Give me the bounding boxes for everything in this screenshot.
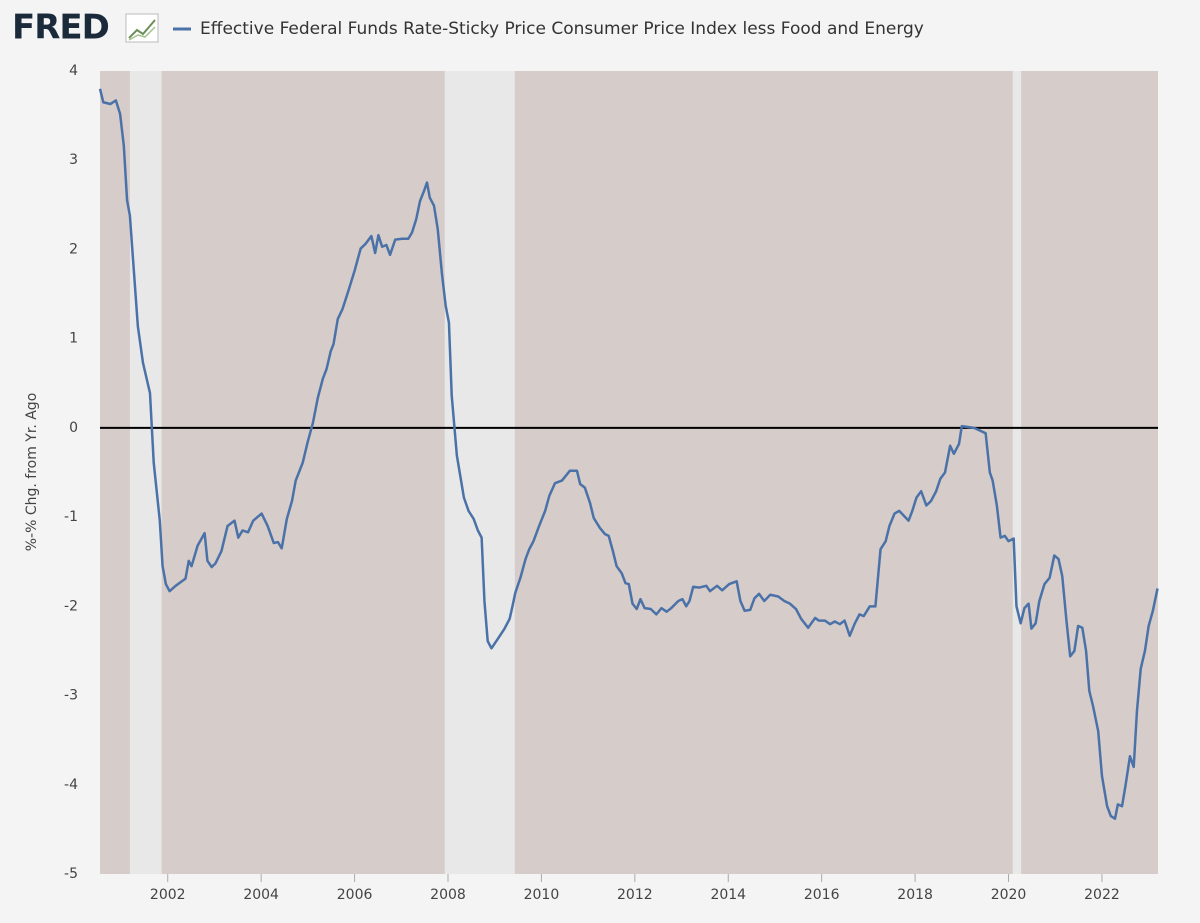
recession-band — [1012, 71, 1022, 874]
x-tick-label: 2002 — [150, 887, 186, 903]
x-tick-label: 2014 — [710, 887, 746, 903]
x-tick-label: 2006 — [337, 887, 373, 903]
x-tick-label: 2022 — [1084, 887, 1120, 903]
x-tick-label: 2004 — [243, 887, 279, 903]
y-tick-label: -5 — [64, 866, 78, 882]
y-tick-label: 3 — [69, 152, 78, 168]
y-tick-label: -3 — [64, 688, 78, 704]
x-tick-label: 2020 — [991, 887, 1027, 903]
y-tick-label: 4 — [69, 63, 78, 79]
x-tick-label: 2010 — [524, 887, 560, 903]
y-tick-label: -2 — [64, 598, 78, 614]
plot-area — [100, 71, 1158, 874]
x-tick-label: 2018 — [897, 887, 933, 903]
x-tick-label: 2008 — [430, 887, 466, 903]
recession-band — [129, 71, 162, 874]
logo-icon — [125, 13, 159, 43]
x-tick-label: 2012 — [617, 887, 653, 903]
recession-band — [444, 71, 515, 874]
x-tick-label: 2016 — [804, 887, 840, 903]
legend-label: Effective Federal Funds Rate-Sticky Pric… — [200, 19, 924, 39]
y-tick-label: 0 — [69, 420, 78, 436]
y-tick-label: 1 — [69, 331, 78, 347]
y-tick-label: -1 — [64, 509, 78, 525]
y-tick-label: 2 — [69, 241, 78, 257]
y-tick-label: -4 — [64, 777, 78, 793]
data-line — [98, 88, 1159, 820]
y-axis-label: %-% Chg. from Yr. Ago — [24, 393, 40, 552]
brand-logo: FRED — [12, 8, 109, 48]
